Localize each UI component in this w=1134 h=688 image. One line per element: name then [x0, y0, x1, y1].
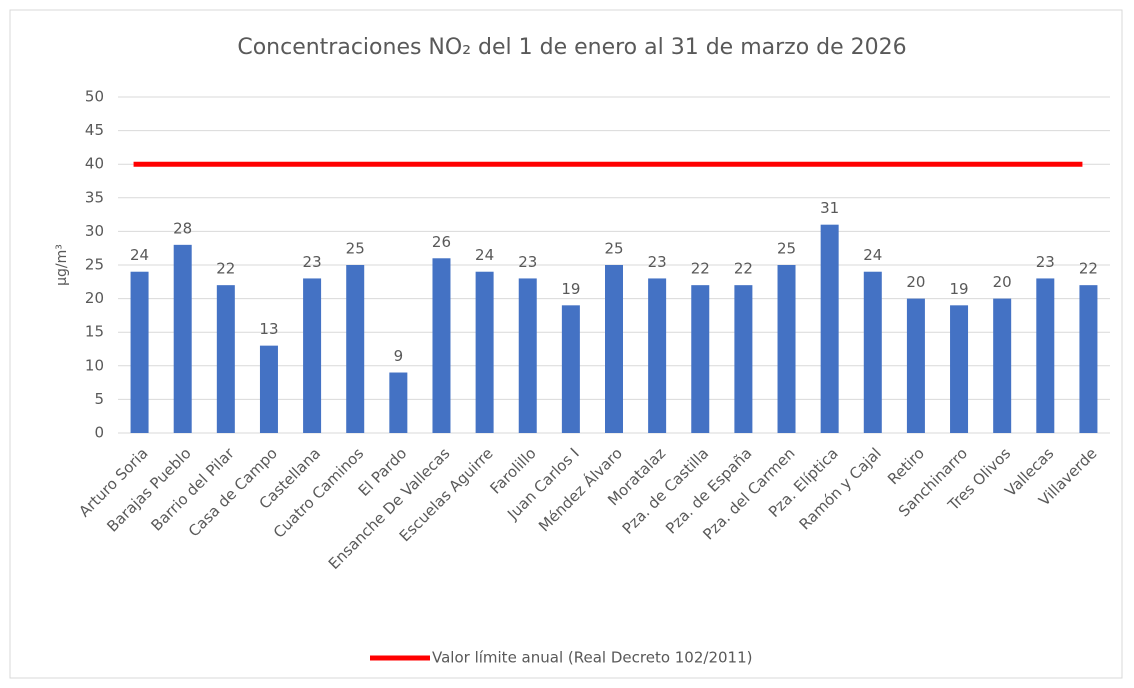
bar: [605, 265, 623, 433]
data-label: 24: [130, 246, 149, 264]
bar: [993, 298, 1012, 433]
data-label: 31: [820, 199, 839, 217]
data-label: 13: [259, 320, 278, 338]
y-tick-label: 30: [85, 222, 104, 240]
legend-label: Valor límite anual (Real Decreto 102/201…: [432, 649, 752, 667]
y-tick-label: 0: [94, 424, 104, 442]
bar: [1036, 278, 1055, 433]
y-tick-label: 25: [85, 256, 104, 274]
bar: [691, 285, 710, 433]
bar: [648, 278, 667, 433]
y-tick-label: 40: [85, 155, 104, 173]
data-label: 25: [777, 240, 796, 258]
data-label: 20: [993, 273, 1012, 291]
data-label: 9: [394, 347, 404, 365]
data-label: 22: [1079, 260, 1098, 278]
bar: [432, 258, 451, 433]
y-tick-label: 50: [85, 88, 104, 106]
bar: [346, 265, 365, 433]
y-tick-label: 45: [85, 121, 104, 139]
bar: [561, 305, 580, 433]
bar: [820, 224, 839, 433]
bar: [863, 271, 882, 433]
data-label: 19: [561, 280, 580, 298]
y-tick-label: 5: [94, 390, 104, 408]
data-label: 23: [648, 253, 667, 271]
data-label: 28: [173, 219, 192, 237]
y-axis-label: µg/m³: [54, 244, 70, 286]
bar: [216, 285, 235, 433]
data-label: 22: [216, 260, 235, 278]
data-label: 19: [949, 280, 968, 298]
data-label: 25: [604, 240, 623, 258]
y-tick-label: 35: [85, 188, 104, 206]
bar: [777, 265, 796, 433]
data-label: 24: [475, 246, 494, 264]
y-tick-label: 20: [85, 289, 104, 307]
bar: [1079, 285, 1098, 433]
data-label: 25: [346, 240, 365, 258]
y-tick-label: 15: [85, 323, 104, 341]
data-label: 23: [1036, 253, 1055, 271]
data-label: 24: [863, 246, 882, 264]
bar: [950, 305, 969, 433]
data-label: 22: [734, 260, 753, 278]
data-label: 22: [691, 260, 710, 278]
y-tick-label: 10: [85, 356, 104, 374]
bar: [259, 345, 278, 433]
bar: [389, 372, 408, 433]
data-label: 23: [518, 253, 537, 271]
bar: [906, 298, 925, 433]
data-label: 23: [303, 253, 322, 271]
bar: [130, 271, 149, 433]
bar: [303, 278, 322, 433]
bar: [734, 285, 753, 433]
chart-title: Concentraciones NO₂ del 1 de enero al 31…: [237, 35, 906, 60]
data-label: 20: [906, 273, 925, 291]
data-label: 26: [432, 233, 451, 251]
bar: [475, 271, 494, 433]
bar: [518, 278, 537, 433]
bar: [173, 244, 192, 433]
